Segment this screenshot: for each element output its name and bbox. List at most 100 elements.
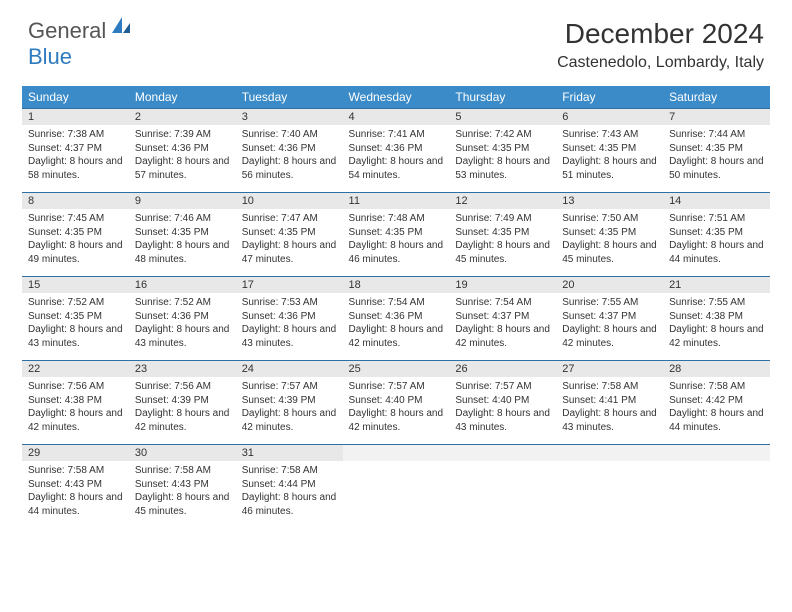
day-number: 23 bbox=[129, 361, 236, 378]
sunrise-line: Sunrise: 7:52 AM bbox=[28, 296, 123, 310]
dow-header: Wednesday bbox=[343, 86, 450, 109]
sunrise-line: Sunrise: 7:48 AM bbox=[349, 212, 444, 226]
sunrise-line: Sunrise: 7:54 AM bbox=[455, 296, 550, 310]
day-number: 25 bbox=[343, 361, 450, 378]
daylight-line: Daylight: 8 hours and 47 minutes. bbox=[242, 239, 337, 266]
day-cell: Sunrise: 7:58 AMSunset: 4:42 PMDaylight:… bbox=[663, 377, 770, 445]
daylight-line: Daylight: 8 hours and 56 minutes. bbox=[242, 155, 337, 182]
day-number: 10 bbox=[236, 193, 343, 210]
sunset-line: Sunset: 4:35 PM bbox=[455, 226, 550, 240]
sunset-line: Sunset: 4:35 PM bbox=[242, 226, 337, 240]
day-cell: Sunrise: 7:45 AMSunset: 4:35 PMDaylight:… bbox=[22, 209, 129, 277]
sunrise-line: Sunrise: 7:51 AM bbox=[669, 212, 764, 226]
daylight-line: Daylight: 8 hours and 53 minutes. bbox=[455, 155, 550, 182]
day-cell-blank bbox=[449, 461, 556, 528]
sunset-line: Sunset: 4:39 PM bbox=[135, 394, 230, 408]
day-cell: Sunrise: 7:48 AMSunset: 4:35 PMDaylight:… bbox=[343, 209, 450, 277]
day-cell: Sunrise: 7:46 AMSunset: 4:35 PMDaylight:… bbox=[129, 209, 236, 277]
day-number: 13 bbox=[556, 193, 663, 210]
daylight-line: Daylight: 8 hours and 44 minutes. bbox=[669, 407, 764, 434]
day-cell: Sunrise: 7:39 AMSunset: 4:36 PMDaylight:… bbox=[129, 125, 236, 193]
day-number: 2 bbox=[129, 109, 236, 126]
sunset-line: Sunset: 4:38 PM bbox=[28, 394, 123, 408]
day-number: 20 bbox=[556, 277, 663, 294]
day-cell: Sunrise: 7:56 AMSunset: 4:38 PMDaylight:… bbox=[22, 377, 129, 445]
sunrise-line: Sunrise: 7:58 AM bbox=[242, 464, 337, 478]
sunrise-line: Sunrise: 7:53 AM bbox=[242, 296, 337, 310]
daylight-line: Daylight: 8 hours and 45 minutes. bbox=[135, 491, 230, 518]
day-number: 16 bbox=[129, 277, 236, 294]
sunset-line: Sunset: 4:37 PM bbox=[562, 310, 657, 324]
day-number-blank bbox=[556, 445, 663, 462]
sunrise-line: Sunrise: 7:58 AM bbox=[562, 380, 657, 394]
daylight-line: Daylight: 8 hours and 46 minutes. bbox=[349, 239, 444, 266]
day-number: 27 bbox=[556, 361, 663, 378]
day-number: 29 bbox=[22, 445, 129, 462]
day-number: 1 bbox=[22, 109, 129, 126]
sunrise-line: Sunrise: 7:45 AM bbox=[28, 212, 123, 226]
day-number: 28 bbox=[663, 361, 770, 378]
sunset-line: Sunset: 4:39 PM bbox=[242, 394, 337, 408]
sunset-line: Sunset: 4:43 PM bbox=[135, 478, 230, 492]
daylight-line: Daylight: 8 hours and 44 minutes. bbox=[669, 239, 764, 266]
header: General December 2024 Castenedolo, Lomba… bbox=[0, 0, 792, 80]
sunset-line: Sunset: 4:44 PM bbox=[242, 478, 337, 492]
sunset-line: Sunset: 4:40 PM bbox=[349, 394, 444, 408]
daylight-line: Daylight: 8 hours and 43 minutes. bbox=[28, 323, 123, 350]
sunrise-line: Sunrise: 7:55 AM bbox=[669, 296, 764, 310]
sunset-line: Sunset: 4:41 PM bbox=[562, 394, 657, 408]
day-cell: Sunrise: 7:50 AMSunset: 4:35 PMDaylight:… bbox=[556, 209, 663, 277]
sunset-line: Sunset: 4:36 PM bbox=[135, 310, 230, 324]
sunset-line: Sunset: 4:35 PM bbox=[562, 142, 657, 156]
sunset-line: Sunset: 4:43 PM bbox=[28, 478, 123, 492]
day-cell: Sunrise: 7:52 AMSunset: 4:35 PMDaylight:… bbox=[22, 293, 129, 361]
day-cell-blank bbox=[343, 461, 450, 528]
day-cell: Sunrise: 7:58 AMSunset: 4:43 PMDaylight:… bbox=[129, 461, 236, 528]
day-cell: Sunrise: 7:49 AMSunset: 4:35 PMDaylight:… bbox=[449, 209, 556, 277]
sunrise-line: Sunrise: 7:49 AM bbox=[455, 212, 550, 226]
sunrise-line: Sunrise: 7:50 AM bbox=[562, 212, 657, 226]
daylight-line: Daylight: 8 hours and 49 minutes. bbox=[28, 239, 123, 266]
daylight-line: Daylight: 8 hours and 45 minutes. bbox=[562, 239, 657, 266]
logo-sail-icon bbox=[110, 15, 132, 42]
day-cell: Sunrise: 7:52 AMSunset: 4:36 PMDaylight:… bbox=[129, 293, 236, 361]
sunset-line: Sunset: 4:36 PM bbox=[349, 310, 444, 324]
day-cell: Sunrise: 7:54 AMSunset: 4:36 PMDaylight:… bbox=[343, 293, 450, 361]
day-cell: Sunrise: 7:53 AMSunset: 4:36 PMDaylight:… bbox=[236, 293, 343, 361]
daylight-line: Daylight: 8 hours and 46 minutes. bbox=[242, 491, 337, 518]
day-cell: Sunrise: 7:51 AMSunset: 4:35 PMDaylight:… bbox=[663, 209, 770, 277]
dow-header: Monday bbox=[129, 86, 236, 109]
daylight-line: Daylight: 8 hours and 43 minutes. bbox=[135, 323, 230, 350]
day-number: 22 bbox=[22, 361, 129, 378]
day-number: 11 bbox=[343, 193, 450, 210]
dow-header: Saturday bbox=[663, 86, 770, 109]
day-number: 3 bbox=[236, 109, 343, 126]
day-cell: Sunrise: 7:56 AMSunset: 4:39 PMDaylight:… bbox=[129, 377, 236, 445]
day-cell: Sunrise: 7:57 AMSunset: 4:39 PMDaylight:… bbox=[236, 377, 343, 445]
day-cell: Sunrise: 7:54 AMSunset: 4:37 PMDaylight:… bbox=[449, 293, 556, 361]
sunrise-line: Sunrise: 7:39 AM bbox=[135, 128, 230, 142]
sunrise-line: Sunrise: 7:56 AM bbox=[28, 380, 123, 394]
sunset-line: Sunset: 4:40 PM bbox=[455, 394, 550, 408]
sunset-line: Sunset: 4:35 PM bbox=[349, 226, 444, 240]
day-number: 15 bbox=[22, 277, 129, 294]
day-number: 21 bbox=[663, 277, 770, 294]
daylight-line: Daylight: 8 hours and 50 minutes. bbox=[669, 155, 764, 182]
day-number: 31 bbox=[236, 445, 343, 462]
daylight-line: Daylight: 8 hours and 42 minutes. bbox=[135, 407, 230, 434]
day-cell-blank bbox=[663, 461, 770, 528]
sunset-line: Sunset: 4:35 PM bbox=[135, 226, 230, 240]
daylight-line: Daylight: 8 hours and 45 minutes. bbox=[455, 239, 550, 266]
dow-header: Sunday bbox=[22, 86, 129, 109]
day-number: 8 bbox=[22, 193, 129, 210]
day-cell: Sunrise: 7:40 AMSunset: 4:36 PMDaylight:… bbox=[236, 125, 343, 193]
dow-header: Tuesday bbox=[236, 86, 343, 109]
day-cell: Sunrise: 7:57 AMSunset: 4:40 PMDaylight:… bbox=[449, 377, 556, 445]
dow-header: Thursday bbox=[449, 86, 556, 109]
day-number: 5 bbox=[449, 109, 556, 126]
day-cell: Sunrise: 7:55 AMSunset: 4:38 PMDaylight:… bbox=[663, 293, 770, 361]
day-cell: Sunrise: 7:43 AMSunset: 4:35 PMDaylight:… bbox=[556, 125, 663, 193]
daylight-line: Daylight: 8 hours and 42 minutes. bbox=[562, 323, 657, 350]
day-number: 12 bbox=[449, 193, 556, 210]
logo: General bbox=[28, 18, 134, 44]
